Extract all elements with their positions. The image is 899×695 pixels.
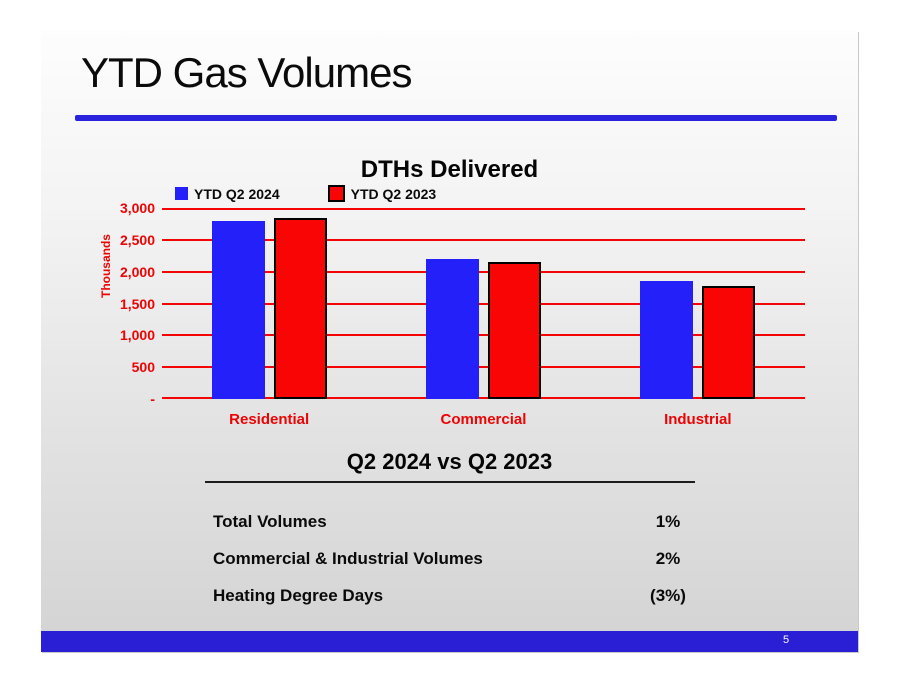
row-label: Heating Degree Days bbox=[213, 586, 384, 605]
row-value: 2% bbox=[655, 549, 681, 568]
title-underline bbox=[75, 115, 837, 121]
bar-residential-ytd-q2-2024 bbox=[211, 220, 265, 399]
bar-group-industrial bbox=[591, 208, 805, 399]
table-row: Total Volumes 1% bbox=[213, 509, 699, 535]
chart-legend: YTD Q2 2024 YTD Q2 2023 bbox=[175, 185, 436, 202]
legend-item-2024: YTD Q2 2024 bbox=[175, 186, 280, 202]
y-tick-label: 500 bbox=[131, 359, 155, 376]
row-label: Total Volumes bbox=[213, 512, 327, 531]
plot-area bbox=[162, 208, 805, 399]
y-tick-label: 2,000 bbox=[119, 263, 155, 280]
gridline bbox=[162, 270, 805, 273]
table-row: Commercial & Industrial Volumes 2% bbox=[213, 546, 699, 572]
bar-group-residential bbox=[162, 208, 376, 399]
legend-swatch-2023 bbox=[327, 185, 345, 202]
slide: YTD Gas Volumes DTHs Delivered YTD Q2 20… bbox=[41, 31, 858, 652]
slide-title: YTD Gas Volumes bbox=[81, 49, 412, 96]
page-number: 5 bbox=[783, 634, 790, 646]
bar-commercial-ytd-q2-2023 bbox=[487, 262, 541, 399]
gridline bbox=[162, 302, 805, 305]
chart-title: DTHs Delivered bbox=[360, 156, 539, 183]
footer-bar: 5 bbox=[41, 631, 858, 652]
y-tick-label: 3,000 bbox=[119, 200, 155, 216]
legend-label-2024: YTD Q2 2024 bbox=[194, 185, 280, 202]
comparison-heading: Q2 2024 vs Q2 2023 bbox=[346, 449, 553, 474]
category-label-commercial: Commercial bbox=[440, 411, 527, 428]
category-label-residential: Residential bbox=[229, 411, 310, 428]
table-row: Heating Degree Days (3%) bbox=[213, 583, 699, 609]
bar-industrial-ytd-q2-2024 bbox=[640, 281, 694, 399]
category-label-industrial: Industrial bbox=[664, 411, 732, 428]
legend-item-2023: YTD Q2 2023 bbox=[327, 185, 437, 202]
bar-commercial-ytd-q2-2024 bbox=[425, 258, 479, 399]
gridline bbox=[162, 208, 805, 210]
gridline bbox=[162, 366, 805, 369]
gridline bbox=[162, 397, 805, 399]
comparison-underline bbox=[205, 481, 695, 483]
bar-industrial-ytd-q2-2023 bbox=[702, 286, 756, 399]
row-value: 1% bbox=[655, 512, 681, 531]
x-axis-category-labels: Residential Commercial Industrial bbox=[162, 411, 805, 428]
bar-group-commercial bbox=[376, 208, 590, 399]
y-tick-label: 2,500 bbox=[119, 231, 155, 248]
gridline bbox=[162, 334, 805, 337]
row-label: Commercial & Industrial Volumes bbox=[213, 549, 483, 568]
y-axis-tick-labels: 3,000 2,500 2,000 1,500 1,000 500 - bbox=[69, 200, 155, 407]
legend-label-2023: YTD Q2 2023 bbox=[350, 185, 437, 202]
y-tick-label: 1,500 bbox=[119, 295, 155, 312]
row-value: (3%) bbox=[650, 586, 686, 605]
comparison-table: Total Volumes 1% Commercial & Industrial… bbox=[213, 509, 699, 620]
bar-groups bbox=[162, 208, 805, 399]
bar-residential-ytd-q2-2023 bbox=[273, 217, 327, 399]
legend-swatch-2024 bbox=[175, 187, 188, 200]
gridline bbox=[162, 238, 805, 241]
y-tick-label: - bbox=[150, 391, 155, 407]
y-tick-label: 1,000 bbox=[119, 327, 155, 344]
